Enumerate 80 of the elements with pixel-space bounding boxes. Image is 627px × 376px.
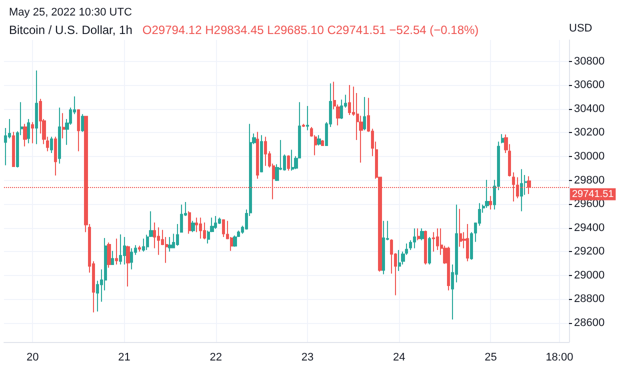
- candlestick: [363, 96, 366, 131]
- candlestick: [291, 149, 294, 172]
- candlestick: [501, 134, 504, 144]
- candlestick: [287, 154, 290, 172]
- x-tick-label: 23: [301, 352, 314, 364]
- text: May 25, 2022 10:30 UTC: [9, 6, 132, 18]
- y-axis-title: USD: [569, 22, 592, 34]
- candlestick: [115, 238, 118, 265]
- x-tick-label: 20: [26, 352, 39, 364]
- y-tick-label: 29400: [574, 222, 605, 234]
- candlestick: [111, 250, 114, 265]
- candlestick: [35, 70, 38, 145]
- candlestick: [317, 134, 321, 146]
- candlestick: [214, 215, 217, 230]
- y-tick-label: 30400: [574, 102, 605, 115]
- y-tick-label: 29000: [574, 269, 605, 282]
- candlestick: [424, 230, 427, 265]
- x-tick-label: 25: [484, 352, 497, 364]
- candlestick: [520, 168, 523, 212]
- candlestick: [420, 228, 424, 241]
- candlestick: [306, 105, 309, 131]
- candlestick: [218, 217, 221, 225]
- candlestick: [31, 122, 34, 144]
- candlestick: [62, 112, 65, 139]
- candlestick: [119, 234, 122, 265]
- candlestick: [432, 232, 435, 252]
- candlestick: [382, 220, 385, 275]
- candlestick: [264, 136, 267, 166]
- y-tick-label: 30000: [574, 150, 605, 163]
- x-tick-label: 24: [392, 352, 406, 364]
- y-tick-label: 28600: [574, 316, 605, 329]
- candlestick: [126, 245, 130, 287]
- candlestick: [23, 123, 27, 147]
- candlestick: [199, 217, 202, 240]
- candlestick: [77, 108, 80, 152]
- candlestick: [489, 195, 492, 210]
- candlestick: [157, 226, 160, 256]
- candlestick: [348, 84, 351, 116]
- candlestick: [168, 236, 172, 252]
- y-tick-label: 30200: [574, 126, 605, 139]
- candlestick: [188, 210, 191, 234]
- candlestick: [58, 107, 61, 164]
- candlestick: [176, 224, 179, 246]
- x-tick-label: 18:00: [546, 352, 574, 364]
- candlestick: [123, 236, 126, 265]
- candlestick: [12, 131, 15, 168]
- candlestick: [191, 220, 195, 233]
- candlestick: [107, 242, 111, 268]
- candlestick: [398, 249, 401, 272]
- chart-subtitle: O29794.12 H29834.45 L29685.10 C29741.51 −52.54 (−0.18%): [142, 23, 479, 37]
- candlestick: [138, 245, 141, 252]
- candlestick: [50, 136, 53, 154]
- candlestick: [256, 131, 259, 180]
- candlestick: [233, 234, 237, 248]
- candlestick: [142, 238, 145, 252]
- x-tick-label: 22: [210, 352, 222, 364]
- candlestick: [321, 139, 324, 146]
- candlestick: [81, 114, 84, 132]
- y-tick-label: 29200: [574, 246, 605, 258]
- y-tick-label: 29800: [574, 174, 605, 186]
- candlestick: [130, 248, 133, 270]
- candlestick: [447, 246, 450, 291]
- candlestick: [27, 118, 30, 144]
- candlestick: [54, 136, 57, 176]
- x-tick-label: 21: [118, 352, 130, 364]
- candlestick: [260, 134, 263, 173]
- y-tick-label: 30800: [574, 55, 605, 68]
- chart-title: Bitcoin / U.S. Dollar, 1h: [9, 23, 132, 37]
- ref-line-label: 29741.51: [572, 188, 614, 200]
- candlestick: [428, 236, 431, 265]
- candlestick: [302, 123, 305, 128]
- candlestick: [180, 204, 183, 233]
- y-tick-label: 28800: [574, 293, 605, 306]
- candlestick: [459, 208, 462, 248]
- candlestick: [470, 232, 473, 260]
- candlestick: [466, 224, 469, 262]
- candlestick: [413, 228, 416, 249]
- y-tick-label: 30600: [574, 79, 605, 92]
- candlestick: [222, 218, 225, 238]
- candlestick: [417, 228, 420, 241]
